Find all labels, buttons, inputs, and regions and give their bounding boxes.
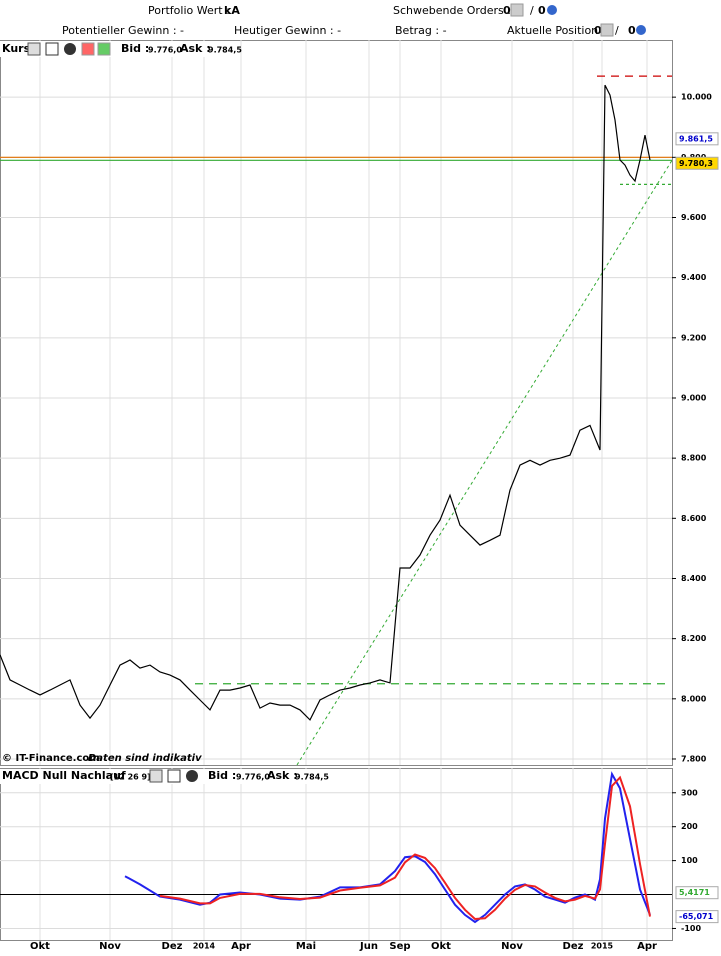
close-icon[interactable] [186, 770, 198, 782]
x-tick-label: Nov [99, 941, 121, 952]
orders-label: Schwebende Orders : [393, 4, 511, 17]
close-icon[interactable] [64, 43, 76, 55]
y-tick-label: 8.600 [681, 514, 707, 523]
ask-value: 9.784,5 [295, 773, 329, 782]
y-tick-label: 300 [681, 788, 698, 797]
bid-value: 9.776,0 [236, 773, 270, 782]
position-b: 0 [628, 24, 636, 37]
tool-icon[interactable] [27, 42, 41, 56]
bid-label: Bid : [121, 42, 149, 55]
toolbar-bg [0, 41, 240, 57]
y-tick-label: 10.000 [681, 93, 712, 102]
ask-value: 9.784,5 [208, 46, 242, 55]
x-tick-label: Okt [431, 941, 451, 952]
copyright: © IT-Finance.com [2, 753, 100, 764]
x-tick-label: Okt [30, 941, 50, 952]
orders-b: 0 [538, 4, 546, 17]
orders-a: 0 [503, 4, 511, 17]
today: Heutiger Gewinn : - [234, 24, 341, 37]
y-tick-label: 8.200 [681, 634, 707, 643]
y-tick-label: 200 [681, 822, 698, 831]
gear-icon[interactable] [636, 25, 646, 35]
potential: Potentieller Gewinn : - [62, 24, 184, 37]
x-tick-label: Jun [359, 941, 378, 952]
price-tag [675, 156, 719, 170]
bid-label: Bid : [208, 769, 236, 782]
x-tick-label: 2014 [193, 942, 216, 951]
y-tick-label: 7.800 [681, 754, 707, 763]
x-tick-label: Nov [501, 941, 523, 952]
y-tick-label: -100 [681, 924, 701, 933]
price-line [159, 775, 651, 921]
window-icon[interactable] [45, 42, 59, 56]
price-tag-label: 9.861,5 [679, 134, 713, 143]
y-tick-label: 9.600 [681, 213, 707, 222]
position-label: Aktuelle Position : [507, 24, 605, 37]
price-line [0, 84, 651, 721]
price-tag [675, 132, 719, 146]
trend-line [296, 160, 673, 766]
x-tick-label: Apr [231, 941, 251, 952]
orders-sep: / [530, 4, 534, 17]
buy-icon[interactable] [97, 42, 111, 56]
price-tag-label: -65,071 [679, 912, 714, 921]
x-tick-label: Apr [637, 941, 657, 952]
position-a: 0 [594, 24, 602, 37]
note: Daten sind indikativ [88, 753, 202, 764]
macd-toolbar: MACD Null Nachlauf [12 26 9] Bid : 9.776… [0, 769, 329, 784]
icon[interactable] [600, 23, 614, 37]
price-tag [675, 910, 719, 924]
icon[interactable] [510, 3, 524, 17]
price-tag [675, 886, 719, 900]
tool-icon[interactable] [149, 769, 163, 783]
bid-value: 9.776,0 [148, 46, 182, 55]
price-panel [0, 40, 673, 766]
plot-layer: 7.800 8.000 8.200 8.400 8.600 8.800 9.000 9.200… [0, 40, 719, 952]
price-tag-label: 5,4171 [679, 888, 710, 897]
params: [12 26 9] [110, 773, 151, 782]
y-tick-label: 8.800 [681, 454, 707, 463]
portfolio-value: kA [224, 4, 240, 17]
price-tag-label: 9.780,3 [679, 159, 713, 168]
position-sep: / [615, 24, 619, 37]
amount: Betrag : - [395, 24, 447, 37]
x-tick-label: Mai [296, 941, 316, 952]
y-tick-label: 9.400 [681, 273, 707, 282]
x-tick-label: Sep [389, 941, 410, 952]
portfolio-label: Portfolio Wert : [148, 4, 230, 17]
ask-label: Ask : [267, 769, 298, 782]
toolbar-title: MACD Null Nachlauf [2, 769, 126, 782]
x-tick-label: Dez [162, 941, 183, 952]
y-tick-label: 8.400 [681, 574, 707, 583]
price-toolbar: Kurs Bid : 9.776,0 Ask : 9.784,5 [0, 41, 242, 57]
gear-icon[interactable] [547, 5, 557, 15]
toolbar-title: Kurs [2, 42, 31, 55]
y-tick-label: 9.200 [681, 333, 707, 342]
window-icon[interactable] [167, 769, 181, 783]
x-tick-label: 2015 [591, 942, 614, 951]
y-tick-label: 8.000 [681, 694, 707, 703]
macd-panel [0, 768, 673, 941]
ask-label: Ask : [180, 42, 211, 55]
y-tick-label: 100 [681, 856, 698, 865]
y-tick-label: 9.000 [681, 393, 707, 402]
x-tick-label: Dez [563, 941, 584, 952]
sell-icon[interactable] [81, 42, 95, 56]
